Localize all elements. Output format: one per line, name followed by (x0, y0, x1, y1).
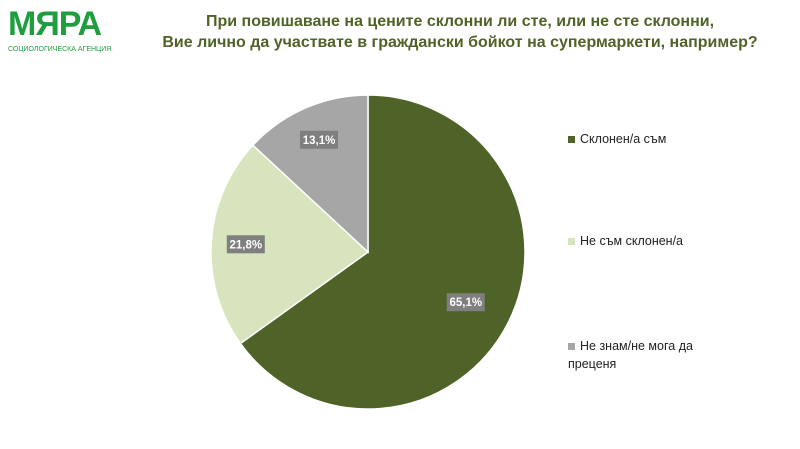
title-line-1: При повишаване на цените склонни ли сте,… (205, 13, 715, 30)
data-label-0: 65,1% (446, 293, 485, 312)
legend-label: Не знам/не мога да преценя (568, 339, 693, 371)
legend-item-1: Не съм склонен/а (568, 232, 708, 250)
data-label-text: 13,1% (303, 135, 336, 147)
legend-item-0: Склонен/а съм (568, 130, 708, 148)
legend-swatch (568, 238, 575, 246)
data-label-box (446, 293, 485, 312)
logo-subtitle: СОЦИОЛОГИЧЕСКА АГЕНЦИЯ (8, 46, 112, 53)
pie-slice-2 (251, 94, 369, 254)
legend-label: Не съм склонен/а (580, 234, 684, 248)
data-label-text: 65,1% (449, 297, 482, 309)
data-label-2: 13,1% (300, 130, 339, 149)
legend-item-2: Не знам/не мога да преценя (568, 337, 708, 373)
legend-label: Склонен/а съм (580, 132, 667, 146)
data-label-text: 21,8% (229, 239, 262, 251)
data-label-1: 21,8% (226, 235, 265, 254)
title-line-2: Вие лично да участвате в граждански бойк… (162, 34, 758, 51)
logo-name: МЯРА (8, 5, 102, 43)
legend-swatch (568, 343, 575, 351)
chart-title: При повишаване на цените склонни ли сте,… (126, 11, 794, 53)
pie-slice-1 (210, 144, 370, 345)
pie-slice-0 (239, 94, 526, 410)
legend-swatch (568, 136, 575, 144)
data-label-box (226, 235, 265, 254)
data-label-box (300, 130, 339, 149)
logo: МЯРА СОЦИОЛОГИЧЕСКА АГЕНЦИЯ (8, 4, 120, 54)
